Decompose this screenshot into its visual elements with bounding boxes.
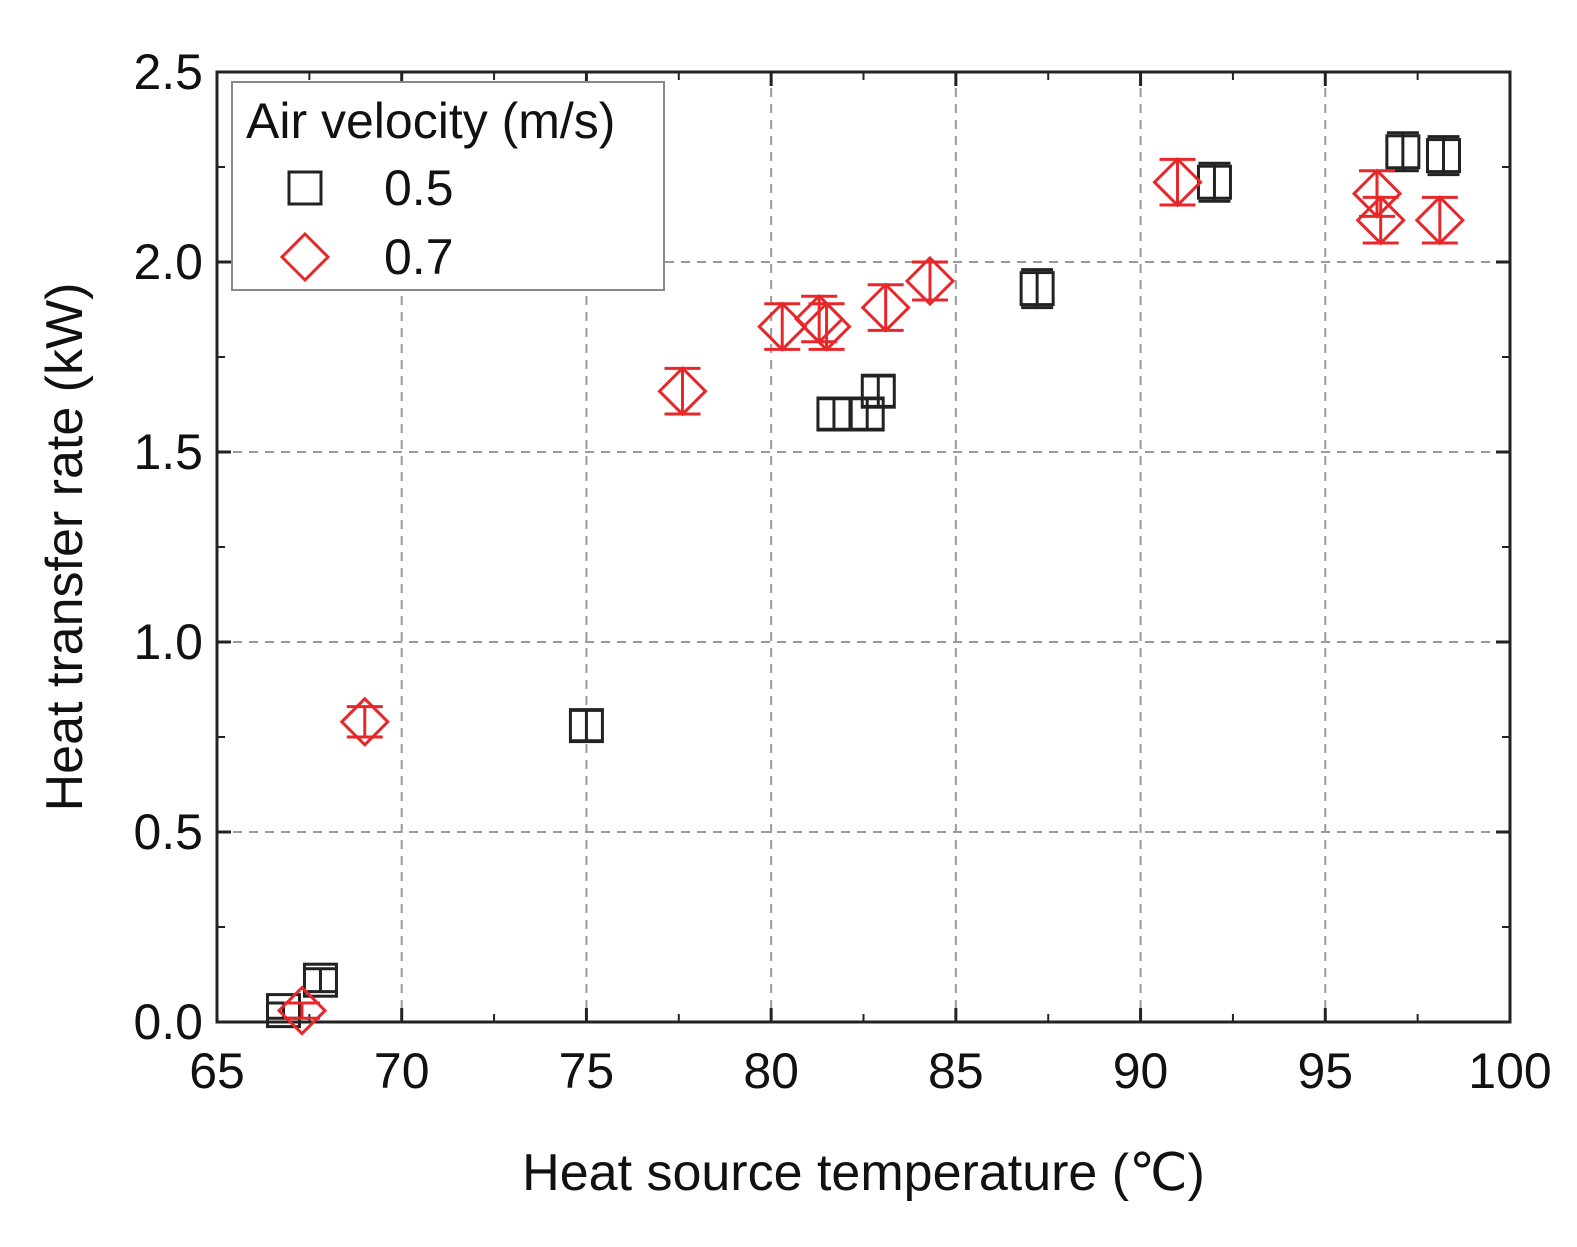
y-tick-label: 0.0 (133, 994, 203, 1050)
x-tick-label: 100 (1468, 1043, 1551, 1099)
legend-title: Air velocity (m/s) (246, 93, 615, 149)
data-marks (265, 131, 1465, 1036)
legend-box (231, 81, 665, 291)
legend: Air velocity (m/s) 0.5 0.7 (231, 81, 665, 291)
data-point-series-0-5 (816, 396, 852, 432)
data-point-series-0-7 (657, 366, 708, 417)
legend-label: 0.7 (384, 229, 454, 285)
square-marker (1426, 138, 1462, 174)
x-tick-label: 95 (1297, 1043, 1353, 1099)
x-tick-label: 65 (189, 1043, 245, 1099)
diamond-marker (279, 231, 331, 283)
data-point-series-0-5 (1019, 268, 1055, 310)
diamond-marker (1351, 168, 1403, 219)
y-tick-label: 1.0 (133, 614, 203, 670)
diamond-marker (339, 696, 390, 747)
legend-entry-series-0-7: 0.7 (279, 229, 454, 285)
y-tick-label: 0.5 (133, 804, 203, 860)
data-point-series-0-5 (1426, 135, 1462, 177)
x-tick-label: 70 (374, 1043, 430, 1099)
data-point-series-0-7 (1351, 168, 1403, 219)
square-marker (849, 396, 885, 432)
diamond-marker (904, 255, 956, 307)
x-axis-title: Heat source temperature (℃) (522, 1144, 1205, 1202)
data-point-series-0-5 (302, 962, 338, 998)
diamond-marker (801, 301, 852, 352)
diamond-marker (860, 282, 911, 333)
data-point-series-0-7 (1152, 157, 1203, 208)
square-marker (302, 962, 338, 998)
data-point-series-0-5 (568, 708, 604, 744)
x-tick-label: 85 (928, 1043, 984, 1099)
y-axis-title: Heat transfer rate (kW) (36, 283, 94, 812)
x-tick-label: 75 (559, 1043, 615, 1099)
diamond-marker (657, 366, 708, 417)
diamond-marker (1355, 195, 1406, 246)
diamond-marker (1152, 157, 1203, 208)
y-tick-label: 2.0 (133, 234, 203, 290)
square-marker (1019, 271, 1055, 307)
data-point-series-0-7 (276, 985, 328, 1036)
diamond-marker (276, 985, 328, 1036)
data-point-series-0-7 (1355, 195, 1406, 246)
y-tick-label: 2.5 (133, 44, 203, 100)
square-marker (287, 170, 323, 206)
axes: 65 70 75 80 85 90 95 100 0.0 0.5 1.0 1.5 2.0 2.5 (133, 44, 1551, 1099)
legend-entry-series-0-5: 0.5 (287, 160, 454, 216)
data-point-series-0-7 (801, 301, 852, 352)
data-point-series-0-7 (860, 282, 911, 333)
x-tick-label: 80 (743, 1043, 799, 1099)
data-point-series-0-7 (1414, 195, 1465, 246)
diamond-marker (1414, 195, 1465, 246)
data-point-series-0-5 (860, 373, 896, 409)
data-point-series-0-7 (339, 696, 390, 747)
square-marker (265, 993, 301, 1029)
legend-label: 0.5 (384, 160, 454, 216)
data-point-series-0-7 (904, 255, 956, 307)
x-tick-label: 90 (1113, 1043, 1169, 1099)
grid (217, 72, 1510, 1022)
square-marker (1385, 134, 1421, 170)
y-tick-label: 1.5 (133, 424, 203, 480)
square-marker (568, 708, 604, 744)
square-marker (860, 373, 896, 409)
